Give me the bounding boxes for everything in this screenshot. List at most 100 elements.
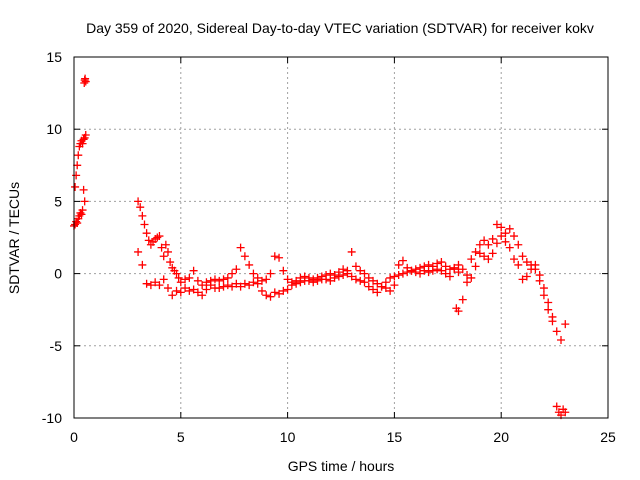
data-point-main-upper xyxy=(283,275,292,284)
data-point-main-upper xyxy=(189,266,198,275)
data-point-main-upper xyxy=(202,278,211,287)
chart-title: Day 359 of 2020, Sidereal Day-to-day VTE… xyxy=(86,20,594,36)
data-point-main-upper xyxy=(467,255,476,264)
data-point-main-upper xyxy=(275,253,284,262)
data-point-main-upper xyxy=(138,211,147,220)
data-point-main-upper xyxy=(356,266,365,275)
data-point-main-lower xyxy=(475,249,484,258)
data-point-main-upper xyxy=(398,256,407,265)
data-point-main-lower xyxy=(159,275,168,284)
data-point-main-lower xyxy=(266,292,275,301)
data-point-main-upper xyxy=(279,266,288,275)
data-point-main-upper xyxy=(458,265,467,274)
data-point-main-lower xyxy=(313,276,322,285)
data-point-main-lower xyxy=(514,260,523,269)
data-point-early-rise xyxy=(79,135,88,144)
data-point-main-lower xyxy=(228,282,237,291)
data-point-main-upper xyxy=(245,260,254,269)
data-point-early-low xyxy=(77,210,86,219)
data-point-main-upper xyxy=(266,269,275,278)
data-point-main-upper xyxy=(159,252,168,261)
data-point-main-upper xyxy=(136,203,145,212)
data-point-main-lower xyxy=(193,288,202,297)
data-point-main-upper xyxy=(326,269,335,278)
y-tick-label: 15 xyxy=(46,49,62,65)
data-point-main-lower xyxy=(296,278,305,287)
y-tick-label: -10 xyxy=(42,410,62,426)
data-point-early-low xyxy=(80,197,89,206)
data-point-main-upper xyxy=(539,291,548,300)
data-point-main-lower xyxy=(522,272,531,281)
data-point-main-upper xyxy=(544,305,553,314)
data-point-main-upper xyxy=(510,232,519,241)
data-point-main-upper xyxy=(223,273,232,282)
data-point-main-upper xyxy=(161,240,170,249)
x-tick-label: 15 xyxy=(387,429,403,445)
data-point-main-lower xyxy=(189,285,198,294)
data-point-main-upper xyxy=(172,269,181,278)
x-tick-label: 10 xyxy=(280,429,296,445)
data-point-main-lower xyxy=(249,278,258,287)
data-point-main-lower xyxy=(416,269,425,278)
data-point-main-lower xyxy=(245,281,254,290)
data-point-main-lower xyxy=(262,291,271,300)
data-point-main-lower xyxy=(484,255,493,264)
data-point-main-upper xyxy=(163,247,172,256)
data-point-main-upper xyxy=(185,273,194,282)
data-point-main-lower xyxy=(168,291,177,300)
data-point-main-upper xyxy=(228,269,237,278)
data-point-main-lower xyxy=(163,284,172,293)
data-point-main-lower xyxy=(377,282,386,291)
data-point-main-upper xyxy=(155,232,164,241)
data-point-main-lower xyxy=(219,282,228,291)
data-point-main-lower xyxy=(450,265,459,274)
data-point-early-spike xyxy=(81,77,90,86)
data-point-main-lower xyxy=(151,278,160,287)
data-point-main-lower xyxy=(458,295,467,304)
data-point-main-upper xyxy=(364,273,373,282)
data-point-main-lower xyxy=(334,272,343,281)
data-point-main-upper xyxy=(437,258,446,267)
data-point-main-upper xyxy=(257,276,266,285)
data-point-main-lower xyxy=(223,281,232,290)
data-point-main-upper xyxy=(373,279,382,288)
data-point-main-upper xyxy=(157,243,166,252)
data-point-main-upper xyxy=(240,252,249,261)
data-point-late-drop xyxy=(561,408,570,417)
data-point-main-upper xyxy=(424,260,433,269)
data-point-main-upper xyxy=(219,275,228,284)
data-point-main-lower xyxy=(505,243,514,252)
data-point-main-upper xyxy=(492,220,501,229)
data-point-main-lower xyxy=(535,271,544,280)
data-point-main-lower xyxy=(381,278,390,287)
data-point-main-lower xyxy=(240,279,249,288)
data-point-early-rise xyxy=(74,151,83,160)
data-point-main-lower xyxy=(501,237,510,246)
data-point-main-lower xyxy=(253,279,262,288)
data-point-main-lower xyxy=(172,286,181,295)
data-point-main-lower xyxy=(467,273,476,282)
data-point-main-upper xyxy=(181,275,190,284)
data-point-main-upper xyxy=(518,252,527,261)
data-point-main-upper xyxy=(198,281,207,290)
data-point-main-lower xyxy=(433,265,442,274)
data-point-main-lower xyxy=(411,268,420,277)
data-point-isolated-18 xyxy=(454,307,463,316)
data-point-main-lower xyxy=(424,268,433,277)
data-point-main-lower xyxy=(488,249,497,258)
data-point-main-lower xyxy=(326,276,335,285)
data-point-main-upper xyxy=(369,276,378,285)
data-point-main-lower xyxy=(390,272,399,281)
data-point-main-upper xyxy=(351,262,360,271)
data-point-main-lower xyxy=(471,262,480,271)
data-point-main-lower xyxy=(428,266,437,275)
data-point-main-upper xyxy=(471,247,480,256)
data-point-main-upper xyxy=(497,223,506,232)
data-point-early-rise xyxy=(78,139,87,148)
data-point-main-lower xyxy=(492,239,501,248)
data-point-main-upper xyxy=(210,275,219,284)
data-point-main-upper xyxy=(484,240,493,249)
data-point-main-upper xyxy=(394,260,403,269)
data-point-main-lower xyxy=(138,260,147,269)
data-point-main-upper xyxy=(514,240,523,249)
